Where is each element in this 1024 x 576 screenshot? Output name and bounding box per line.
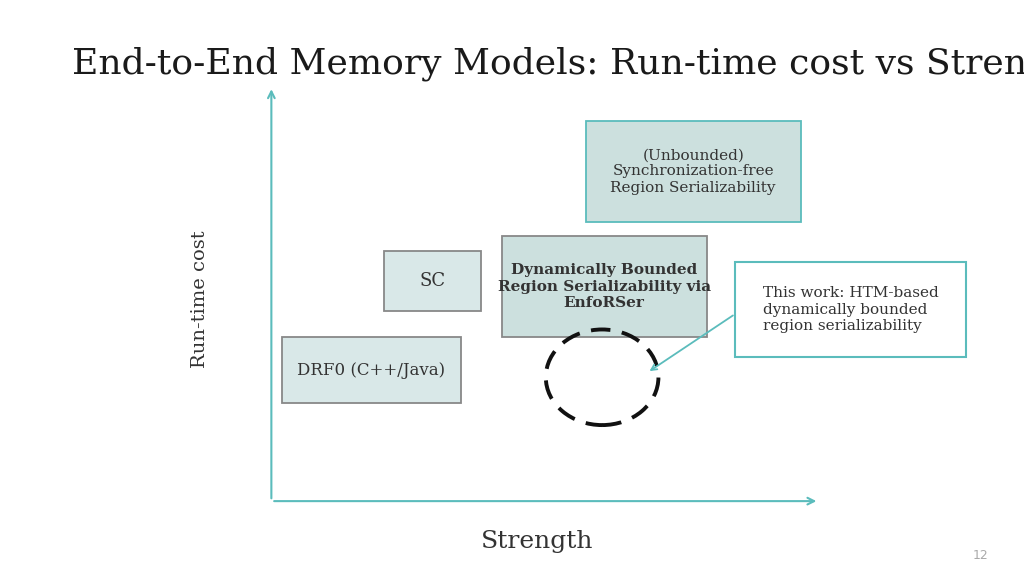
Text: Dynamically Bounded
Region Serializability via
EnfoRSer: Dynamically Bounded Region Serializabili… — [498, 263, 711, 310]
FancyBboxPatch shape — [282, 337, 461, 403]
Text: SC: SC — [420, 272, 445, 290]
Text: This work: HTM-based
dynamically bounded
region serializability: This work: HTM-based dynamically bounded… — [763, 286, 938, 333]
FancyBboxPatch shape — [384, 251, 481, 311]
Text: DRF0 (C++/Java): DRF0 (C++/Java) — [297, 362, 445, 378]
Text: (Unbounded)
Synchronization-free
Region Serializability: (Unbounded) Synchronization-free Region … — [610, 148, 776, 195]
Text: End-to-End Memory Models: Run-time cost vs Strength: End-to-End Memory Models: Run-time cost … — [72, 46, 1024, 81]
FancyBboxPatch shape — [735, 262, 966, 357]
Text: Run-time cost: Run-time cost — [190, 231, 209, 368]
FancyBboxPatch shape — [586, 121, 801, 222]
Text: Strength: Strength — [481, 530, 594, 553]
FancyBboxPatch shape — [502, 236, 707, 337]
Text: 12: 12 — [973, 548, 988, 562]
